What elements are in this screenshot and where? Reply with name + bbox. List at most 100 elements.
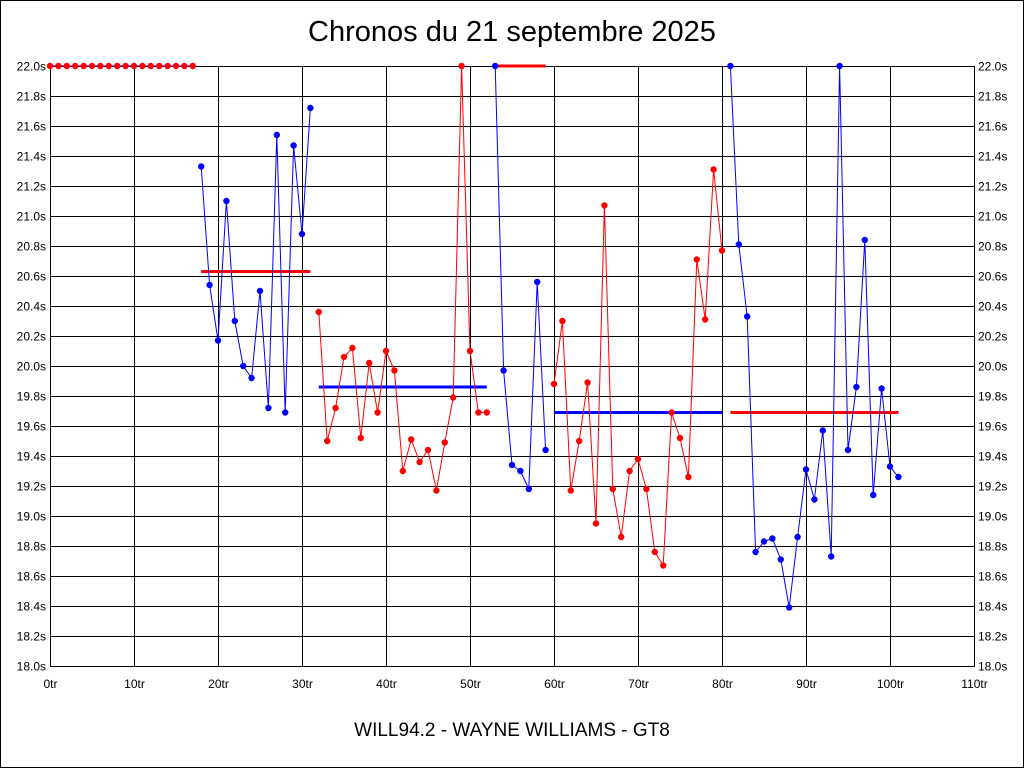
lap-point bbox=[424, 446, 432, 454]
lap-point bbox=[668, 409, 675, 416]
lap-point bbox=[475, 409, 482, 416]
lap-point bbox=[391, 367, 398, 374]
y-tick-label-right: 19.6s bbox=[978, 420, 1007, 434]
lap-point bbox=[282, 409, 289, 416]
lap-point bbox=[441, 439, 448, 446]
lap-point bbox=[172, 62, 180, 70]
lap-point bbox=[206, 281, 213, 289]
lap-point bbox=[114, 62, 121, 70]
y-tick-label-left: 19.6s bbox=[17, 420, 46, 434]
y-tick-label-right: 19.0s bbox=[978, 510, 1007, 524]
lap-point bbox=[72, 62, 79, 70]
y-tick-label-left: 22.0s bbox=[17, 60, 46, 74]
y-tick-label-right: 20.4s bbox=[978, 300, 1007, 314]
lap-point bbox=[248, 374, 255, 382]
lap-point bbox=[601, 202, 608, 209]
y-tick-label-right: 18.8s bbox=[978, 540, 1007, 554]
lap-point bbox=[802, 466, 810, 473]
x-tick-label: 10tr bbox=[124, 677, 145, 691]
lap-point bbox=[408, 436, 415, 443]
lap-point bbox=[63, 62, 70, 70]
lap-point bbox=[416, 458, 423, 466]
lap-point bbox=[878, 385, 885, 392]
lap-point bbox=[710, 166, 717, 173]
y-tick-label-left: 18.6s bbox=[17, 570, 46, 584]
lap-point bbox=[500, 367, 507, 374]
y-tick-label-left: 21.2s bbox=[17, 180, 46, 194]
y-tick-label-left: 18.0s bbox=[17, 660, 46, 674]
y-tick-label-left: 19.2s bbox=[17, 480, 46, 494]
y-tick-label-right: 20.8s bbox=[978, 240, 1007, 254]
lap-point bbox=[559, 317, 566, 325]
y-tick-label-left: 21.0s bbox=[17, 210, 46, 224]
lap-point bbox=[130, 62, 138, 70]
lap-point bbox=[273, 131, 280, 139]
lap-point bbox=[828, 553, 835, 560]
average-lines bbox=[201, 64, 899, 414]
lap-point bbox=[231, 317, 238, 325]
y-tick-label-right: 21.6s bbox=[978, 120, 1007, 134]
y-tick-label-right: 18.0s bbox=[978, 660, 1007, 674]
lap-point bbox=[97, 62, 104, 70]
lap-point bbox=[46, 62, 54, 70]
lap-point bbox=[895, 473, 902, 481]
x-tick-label: 110tr bbox=[961, 677, 987, 691]
y-tick-label-left: 20.4s bbox=[17, 300, 46, 314]
lap-point bbox=[517, 467, 524, 475]
lap-point bbox=[702, 316, 709, 323]
x-tick-label: 100tr bbox=[877, 677, 904, 691]
y-tick-label-right: 19.2s bbox=[978, 480, 1007, 494]
lap-point bbox=[609, 485, 616, 493]
series-line bbox=[494, 65, 547, 490]
lap-point bbox=[181, 62, 188, 70]
lap-point bbox=[492, 62, 499, 70]
lap-point bbox=[156, 62, 163, 70]
y-tick-label-right: 19.8s bbox=[978, 390, 1007, 404]
lap-point bbox=[744, 313, 751, 320]
y-tick-label-right: 20.0s bbox=[978, 360, 1007, 374]
lap-point bbox=[256, 287, 264, 295]
y-tick-label-left: 19.4s bbox=[17, 450, 46, 464]
y-tick-label-left: 20.2s bbox=[17, 330, 46, 344]
lap-point bbox=[307, 104, 314, 112]
lap-point bbox=[374, 409, 381, 416]
y-tick-label-left: 18.4s bbox=[17, 600, 46, 614]
lap-point bbox=[122, 62, 129, 70]
lap-point bbox=[651, 548, 658, 556]
lap-point bbox=[147, 62, 154, 70]
y-tick-label-left: 19.0s bbox=[17, 510, 46, 524]
x-tick-label: 60tr bbox=[544, 677, 565, 691]
lap-point bbox=[290, 142, 297, 149]
y-tick-label-right: 20.6s bbox=[978, 270, 1007, 284]
lap-point bbox=[340, 353, 348, 361]
y-tick-label-right: 18.6s bbox=[978, 570, 1007, 584]
x-tick-label: 90tr bbox=[796, 677, 817, 691]
y-tick-label-right: 21.2s bbox=[978, 180, 1007, 194]
lap-point bbox=[811, 496, 818, 503]
lap-point bbox=[853, 383, 860, 391]
series-line bbox=[200, 107, 311, 413]
x-tick-label: 30tr bbox=[292, 677, 313, 691]
lap-point bbox=[685, 473, 692, 481]
lap-point bbox=[618, 533, 625, 541]
lap-point bbox=[660, 562, 667, 569]
x-tick-label: 0tr bbox=[43, 677, 57, 691]
y-tick-label-right: 18.2s bbox=[978, 630, 1007, 644]
lap-series bbox=[46, 62, 902, 611]
lap-point bbox=[433, 487, 440, 494]
lap-point bbox=[727, 62, 734, 70]
x-tick-label: 40tr bbox=[376, 677, 397, 691]
lap-point bbox=[382, 347, 390, 355]
lap-point bbox=[315, 308, 322, 316]
y-tick-label-right: 21.0s bbox=[978, 210, 1007, 224]
lap-point bbox=[55, 62, 62, 70]
x-tick-label: 70tr bbox=[628, 677, 649, 691]
chart-title: Chronos du 21 septembre 2025 bbox=[308, 16, 716, 48]
lap-point bbox=[298, 230, 306, 238]
lap-point bbox=[576, 437, 583, 445]
y-tick-label-right: 21.4s bbox=[978, 150, 1007, 164]
lap-point bbox=[886, 463, 894, 470]
y-tick-label-left: 20.6s bbox=[17, 270, 46, 284]
lap-point bbox=[366, 359, 373, 367]
